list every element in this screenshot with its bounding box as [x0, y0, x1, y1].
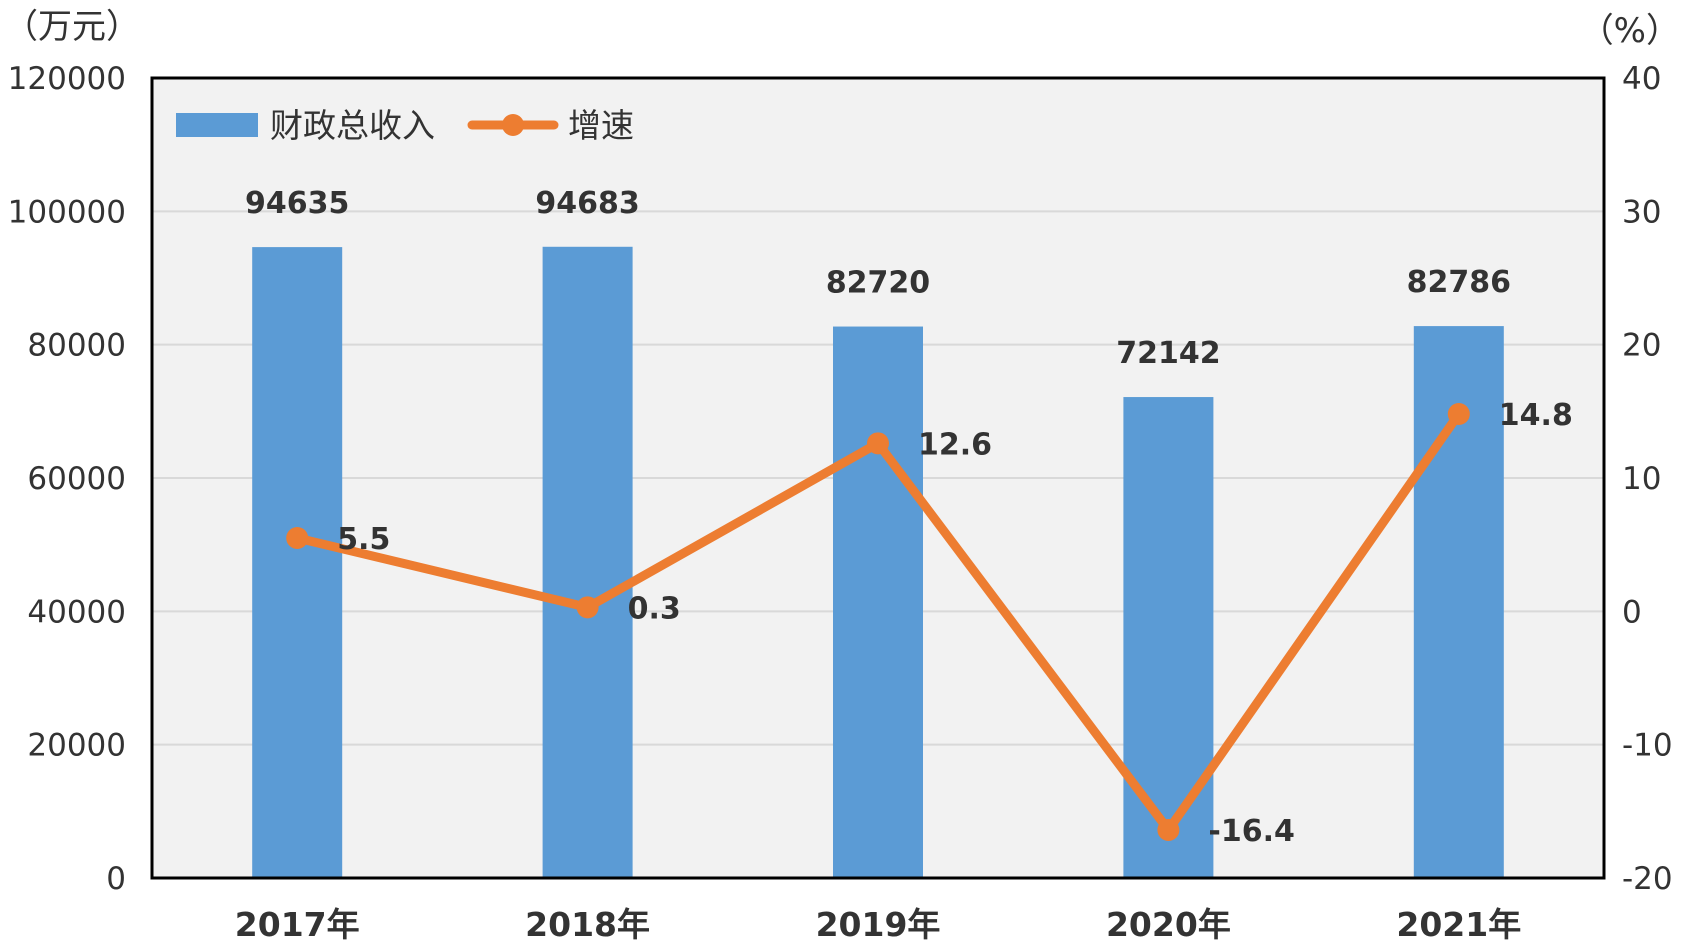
line-point: [1157, 819, 1180, 841]
bar-value-label: 82720: [826, 266, 930, 301]
x-axis-category-label: 2020年: [1106, 905, 1231, 944]
bar: [542, 246, 633, 878]
line-point: [1447, 403, 1470, 425]
x-axis-category-label: 2017年: [235, 905, 360, 944]
point-value-label: 14.8: [1499, 398, 1573, 433]
bar: [252, 247, 343, 879]
legend-label-line: 增速: [568, 106, 634, 145]
point-value-label: 5.5: [337, 522, 390, 557]
line-point: [286, 527, 309, 549]
bars-group: [252, 246, 1504, 879]
right-axis-tick-label: -10: [1622, 728, 1673, 764]
right-axis-tick-label: 10: [1622, 461, 1661, 497]
legend-swatch-marker: [502, 114, 524, 136]
left-axis-tick-label: 100000: [8, 194, 126, 230]
plot-frame: [150, 76, 1606, 880]
x-axis-category-label: 2018年: [525, 905, 650, 944]
right-axis-tick-label: 30: [1622, 194, 1661, 230]
point-value-label: 0.3: [628, 591, 681, 626]
bar-value-label: 94683: [535, 186, 639, 221]
left-axis-tick-label: 20000: [27, 728, 126, 764]
bar: [833, 326, 923, 878]
line-point: [576, 596, 599, 619]
right-axis-tick-label: 0: [1622, 594, 1642, 630]
left-axis-tick-label: 60000: [27, 461, 126, 497]
right-axis-unit: （%）: [1580, 11, 1680, 51]
point-value-label: -16.4: [1208, 814, 1294, 849]
bar: [1123, 397, 1214, 878]
left-axis-tick-label: 80000: [27, 328, 126, 364]
right-axis-tick-label: -20: [1622, 861, 1673, 897]
left-axis-tick-label: 40000: [27, 594, 126, 630]
legend-swatch-bar: [176, 113, 258, 137]
left-axis-tick-label: 0: [106, 861, 126, 897]
right-axis-tick-label: 20: [1622, 328, 1661, 364]
left-axis-unit: （万元）: [4, 7, 140, 47]
legend-label-bar: 财政总收入: [270, 106, 435, 145]
line-point: [867, 432, 889, 455]
bar-value-label: 94635: [245, 186, 349, 221]
bar-value-label: 72142: [1116, 336, 1220, 371]
legend: 财政总收入 增速: [176, 106, 634, 145]
right-axis-tick-label: 40: [1622, 61, 1661, 97]
line-group: [286, 403, 1470, 841]
left-axis-tick-label: 120000: [8, 61, 126, 97]
bar-value-label: 82786: [1407, 265, 1511, 300]
data-labels-group: 94635 94683 82720 72142 82786 5.5 0.3 12.6 -16.4…: [245, 186, 1573, 849]
axes-group: 0 20000 40000 60000 80000 100000 120000 -20 -10 0…: [8, 61, 1673, 944]
point-value-label: 12.6: [918, 427, 992, 462]
x-axis-category-label: 2019年: [816, 905, 941, 944]
x-axis-category-label: 2021年: [1396, 905, 1521, 944]
